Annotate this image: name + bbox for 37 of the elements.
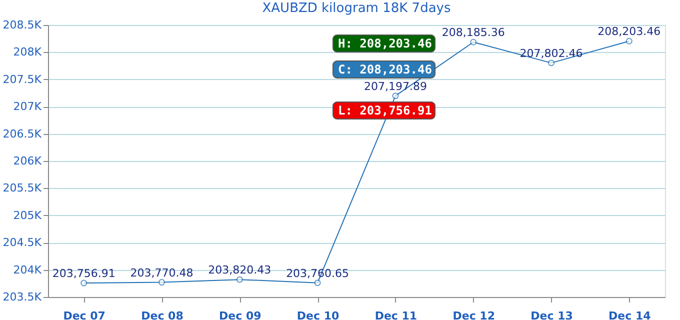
data-label: 203,770.48	[130, 266, 194, 280]
data-label: 208,203.46	[598, 25, 661, 38]
point	[470, 38, 477, 46]
point	[314, 280, 321, 286]
data-label: 203,756.91	[52, 267, 116, 280]
chart-title: XAUBZD kilogram 18K 7days	[262, 1, 451, 16]
x-tick-label: Dec 07	[63, 310, 106, 320]
y-tick-label: 203.5K	[2, 290, 42, 304]
x-tick-label: Dec 12	[452, 310, 495, 320]
point	[158, 279, 165, 286]
data-label: 208,185.36	[442, 26, 505, 40]
y-tick-label: 204K	[13, 263, 42, 276]
data-label: 203,820.43	[208, 264, 272, 277]
x-tick-label: Dec 14	[608, 310, 652, 320]
point	[80, 280, 88, 286]
data-label: 207,802.46	[520, 46, 583, 60]
y-tick-label: 205.5K	[2, 182, 42, 195]
x-tick-label: Dec 11	[374, 310, 418, 320]
y-tick-label: 207K	[13, 100, 42, 114]
point	[392, 92, 399, 100]
point	[548, 60, 554, 66]
x-tick-label: Dec 13	[530, 310, 573, 320]
y-tick-label: 208K	[13, 46, 42, 59]
annotation: L: 203,756.91	[338, 104, 432, 118]
x-tick-label: Dec 09	[219, 310, 262, 320]
y-tick-label: 207.5K	[2, 72, 42, 86]
annotation: H: 208,203.46	[338, 36, 432, 50]
y-tick-label: 206K	[13, 154, 42, 168]
point	[626, 38, 632, 44]
y-tick-label: 206.5K	[2, 127, 42, 140]
y-tick-label: 205K	[13, 208, 42, 222]
point	[236, 276, 243, 283]
y-tick-label: 208.5K	[2, 18, 42, 32]
annotation: C: 208,203.46	[338, 62, 432, 76]
x-tick-label: Dec 08	[141, 310, 184, 320]
x-tick-label: Dec 10	[296, 310, 340, 320]
y-tick-label: 204.5K	[2, 236, 42, 250]
